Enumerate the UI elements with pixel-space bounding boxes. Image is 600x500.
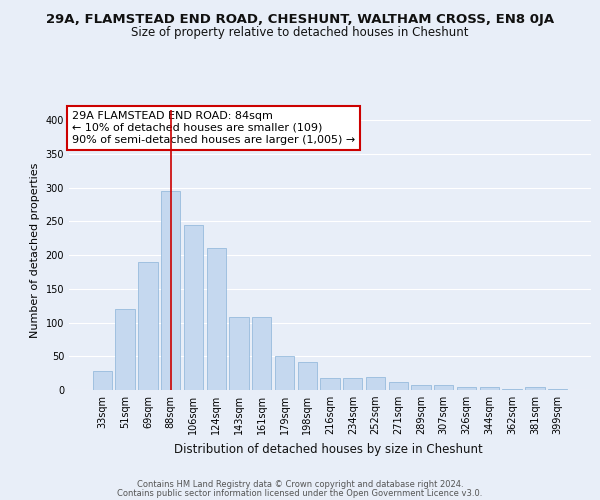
Bar xyxy=(115,309,135,390)
Bar xyxy=(252,317,271,390)
Bar xyxy=(206,248,226,390)
Bar xyxy=(366,376,385,390)
Bar xyxy=(229,317,248,390)
Bar xyxy=(548,388,567,390)
Bar xyxy=(525,388,545,390)
Bar xyxy=(434,384,454,390)
Text: Contains public sector information licensed under the Open Government Licence v3: Contains public sector information licen… xyxy=(118,489,482,498)
Bar xyxy=(275,356,294,390)
Text: Distribution of detached houses by size in Cheshunt: Distribution of detached houses by size … xyxy=(175,442,483,456)
Bar xyxy=(93,371,112,390)
Bar xyxy=(479,388,499,390)
Bar xyxy=(320,378,340,390)
Bar xyxy=(298,362,317,390)
Bar xyxy=(184,224,203,390)
Bar xyxy=(457,388,476,390)
Bar xyxy=(138,262,158,390)
Bar xyxy=(502,388,522,390)
Bar xyxy=(161,191,181,390)
Text: 29A, FLAMSTEAD END ROAD, CHESHUNT, WALTHAM CROSS, EN8 0JA: 29A, FLAMSTEAD END ROAD, CHESHUNT, WALTH… xyxy=(46,12,554,26)
Bar xyxy=(343,378,362,390)
Y-axis label: Number of detached properties: Number of detached properties xyxy=(30,162,40,338)
Text: Size of property relative to detached houses in Cheshunt: Size of property relative to detached ho… xyxy=(131,26,469,39)
Text: 29A FLAMSTEAD END ROAD: 84sqm
← 10% of detached houses are smaller (109)
90% of : 29A FLAMSTEAD END ROAD: 84sqm ← 10% of d… xyxy=(71,112,355,144)
Bar xyxy=(389,382,408,390)
Bar xyxy=(412,384,431,390)
Text: Contains HM Land Registry data © Crown copyright and database right 2024.: Contains HM Land Registry data © Crown c… xyxy=(137,480,463,489)
